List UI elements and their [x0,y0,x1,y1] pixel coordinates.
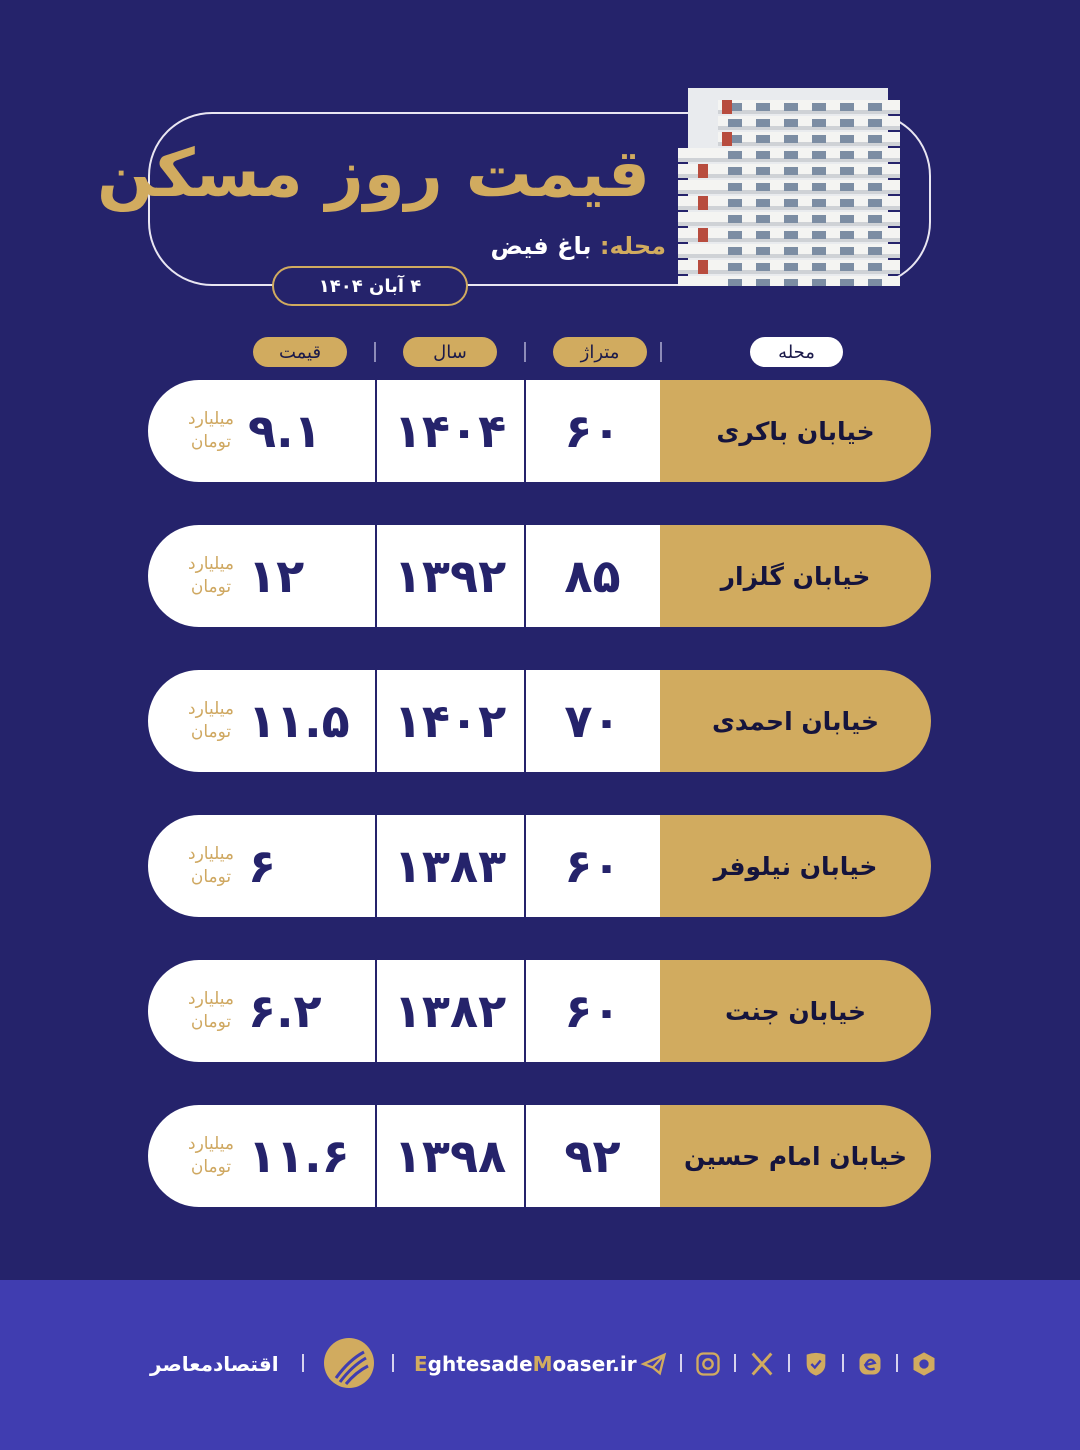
divider [524,815,526,917]
price-cell: ۹.۱ [248,404,322,458]
price-unit: میلیارد تومان [188,699,234,742]
neighborhood-cell: خیابان باکری [660,380,931,482]
x-icon[interactable] [748,1350,776,1378]
logo-icon [324,1338,374,1388]
divider [375,960,377,1062]
year-cell: ۱۳۸۳ [393,839,507,893]
area-cell: ۹۲ [564,1129,621,1183]
area-cell: ۶۰ [564,839,621,893]
instagram-icon[interactable] [694,1350,722,1378]
page-title: قیمت روز مسکن [96,135,650,212]
area-cell: ۶۰ [564,404,621,458]
divider [524,342,526,362]
neighborhood-subtitle: محله: باغ فیض [490,232,667,260]
table-row: خیابان جنت ۶۰ ۱۳۸۲ ۶.۲ میلیارد تومان [148,960,931,1062]
rubika-icon[interactable] [910,1350,938,1378]
divider [524,960,526,1062]
table-row: خیابان گلزار ۸۵ ۱۳۹۲ ۱۲ میلیارد تومان [148,525,931,627]
divider [524,670,526,772]
column-header-year: سال [403,337,497,367]
divider [524,380,526,482]
table-row: خیابان نیلوفر ۶۰ ۱۳۸۳ ۶ میلیارد تومان [148,815,931,917]
brand-name: اقتصادمعاصر [150,1352,279,1376]
divider [524,525,526,627]
neighborhood-cell: خیابان احمدی [660,670,931,772]
divider [524,1105,526,1207]
neighborhood-cell: خیابان جنت [660,960,931,1062]
price-unit: میلیارد تومان [188,844,234,887]
price-unit: میلیارد تومان [188,554,234,597]
table-row: خیابان امام حسین ۹۲ ۱۳۹۸ ۱۱.۶ میلیارد توم… [148,1105,931,1207]
shield-check-icon[interactable] [802,1350,830,1378]
telegram-icon[interactable] [640,1350,668,1378]
price-cell: ۱۲ [248,549,305,603]
price-cell: ۶.۲ [248,984,322,1038]
date-badge: ۴ آبان ۱۴۰۴ [272,266,468,306]
divider [375,1105,377,1207]
column-header-neighborhood: محله [750,337,843,367]
year-cell: ۱۴۰۲ [393,694,507,748]
divider [302,1354,304,1372]
table-row: خیابان احمدی ۷۰ ۱۴۰۲ ۱۱.۵ میلیارد تومان [148,670,931,772]
price-cell: ۱۱.۵ [248,694,350,748]
year-cell: ۱۴۰۴ [393,404,507,458]
divider [375,815,377,917]
header-frame [148,112,931,286]
price-unit: میلیارد تومان [188,409,234,452]
year-cell: ۱۳۹۸ [393,1129,507,1183]
price-cell: ۱۱.۶ [248,1129,350,1183]
divider [375,380,377,482]
neighborhood-cell: خیابان امام حسین [660,1105,931,1207]
divider [788,1354,790,1372]
column-header-price: قیمت [253,337,347,367]
divider [375,670,377,772]
divider [375,525,377,627]
footer [0,1280,1080,1450]
divider [680,1354,682,1372]
building-image [678,88,900,286]
divider [734,1354,736,1372]
divider [842,1354,844,1372]
year-cell: ۱۳۸۲ [393,984,507,1038]
neighborhood-cell: خیابان گلزار [660,525,931,627]
divider [392,1354,394,1372]
eitaa-icon[interactable] [856,1350,884,1378]
price-unit: میلیارد تومان [188,1134,234,1177]
divider [660,342,662,362]
year-cell: ۱۳۹۲ [393,549,507,603]
column-header-area: متراژ [553,337,647,367]
price-cell: ۶ [248,839,277,893]
table-row: خیابان باکری ۶۰ ۱۴۰۴ ۹.۱ میلیارد تومان [148,380,931,482]
area-cell: ۶۰ [564,984,621,1038]
divider [896,1354,898,1372]
area-cell: ۷۰ [564,694,621,748]
neighborhood-cell: خیابان نیلوفر [660,815,931,917]
price-unit: میلیارد تومان [188,989,234,1032]
area-cell: ۸۵ [564,549,621,603]
divider [374,342,376,362]
